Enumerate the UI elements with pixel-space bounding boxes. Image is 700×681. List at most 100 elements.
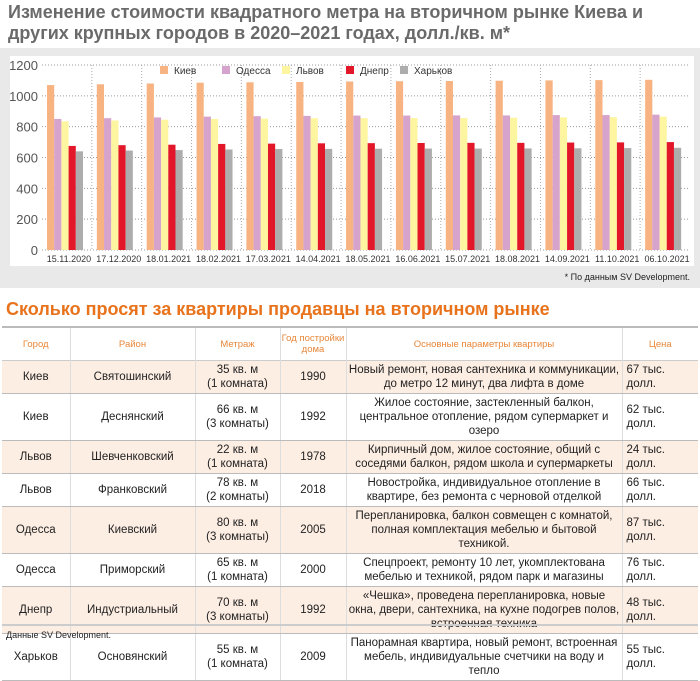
bar-Харьков	[325, 148, 333, 250]
legend-label: Киев	[174, 66, 196, 77]
legend-swatch	[346, 66, 354, 74]
bar-Харьков	[624, 148, 632, 250]
bar-Киев	[346, 81, 354, 250]
bar-Львов	[310, 118, 318, 250]
bar-Одесса	[104, 118, 112, 250]
bar-Киев	[47, 85, 55, 250]
table-row: Одесса Приморский 65 кв. м (1 комната) 20…	[2, 553, 698, 587]
column-header: Год постройки дома	[280, 327, 347, 361]
district-cell: Киевский	[70, 506, 196, 554]
bar-Днепр	[666, 142, 674, 250]
rooms-value: (3 комнаты)	[206, 418, 269, 430]
price-cell: 24 тыс. долл.	[622, 440, 698, 474]
bar-Днепр	[517, 142, 525, 250]
chart-footnote: * По данным SV Development.	[564, 272, 690, 282]
city-cell: Харьков	[2, 633, 71, 681]
params-cell: Кирпичный дом, жилое состояние, общий с …	[346, 440, 623, 474]
bar-Одесса	[353, 115, 361, 250]
bar-Днепр	[567, 142, 575, 250]
city-cell: Киев	[2, 360, 71, 394]
area-value: 55 кв. м	[216, 644, 259, 656]
y-tick-label: 400	[16, 181, 38, 196]
bar-Одесса	[203, 116, 211, 250]
bar-Львов	[460, 118, 468, 251]
city-cell: Львов	[2, 440, 71, 474]
table-row: Днепр Индустриальный 70 кв. м (3 комнаты)…	[2, 586, 698, 634]
district-cell: Франковский	[70, 473, 196, 507]
price-cell: 48 тыс. долл.	[622, 586, 698, 634]
area-value: 65 кв. м	[216, 557, 259, 569]
year-cell: 1990	[280, 360, 347, 394]
params-cell: Новый ремонт, новая сантехника и коммуни…	[346, 360, 623, 394]
bar-Киев	[146, 83, 154, 250]
params-cell: Жилое состояние, застекленный балкон, це…	[346, 393, 623, 441]
table-row: Львов Шевченковский 22 кв. м (1 комната) …	[2, 440, 698, 474]
area-cell: 66 кв. м (3 комнаты)	[195, 393, 281, 441]
x-tick-label: 14.09.2021	[545, 254, 590, 264]
rooms-value: (1 комната)	[207, 658, 268, 670]
bar-Львов	[161, 119, 169, 251]
x-tick-label: 11.10.2021	[595, 254, 639, 264]
params-cell: Спецпроект, ремонту 10 лет, укомплектова…	[346, 553, 623, 587]
bar-Львов	[410, 118, 418, 251]
bar-Киев	[495, 80, 503, 250]
bar-Одесса	[303, 115, 311, 250]
bar-Днепр	[68, 145, 76, 250]
bar-Одесса	[452, 115, 461, 250]
bar-Львов	[609, 117, 617, 250]
area-value: 66 кв. м	[216, 404, 259, 416]
bar-Харьков	[75, 151, 83, 250]
bar-Львов	[559, 117, 568, 251]
bar-Львов	[111, 120, 119, 250]
price-cell: 87 тыс. долл.	[622, 506, 698, 554]
price-cell: 66 тыс. долл.	[622, 473, 698, 507]
x-tick-label: 06.10.2021	[645, 254, 690, 264]
price-cell: 55 тыс. долл.	[622, 633, 698, 681]
bar-Харьков	[374, 148, 383, 250]
table-source: Данные SV Development.	[6, 630, 112, 640]
area-cell: 80 кв. м (3 комнаты)	[195, 506, 281, 554]
bar-Харьков	[424, 148, 432, 250]
params-cell: Перепланировка, балкон совмещен с комнат…	[346, 506, 623, 554]
city-cell: Одесса	[2, 553, 71, 587]
bar-Киев	[96, 84, 105, 250]
table-row: Киев Деснянский 66 кв. м (3 комнаты) 1992…	[2, 393, 698, 441]
bar-Днепр	[267, 143, 276, 250]
bar-chart: 0 200 400 600 800 1000 1200 15.11.2020 17.12.202…	[9, 56, 694, 266]
x-tick-label: 18.01.2021	[146, 254, 191, 264]
column-header: Район	[70, 327, 196, 361]
legend-label: Харьков	[414, 66, 452, 77]
y-tick-label: 600	[16, 151, 38, 166]
area-value: 80 кв. м	[216, 517, 259, 529]
bar-Львов	[659, 116, 667, 250]
bar-Киев	[395, 81, 404, 250]
bar-Киев	[545, 80, 553, 250]
legend-label: Одесса	[236, 66, 271, 77]
year-cell: 2000	[280, 553, 347, 587]
bar-Киев	[595, 80, 603, 250]
legend-label: Днепр	[360, 66, 389, 77]
bar-Днепр	[467, 142, 475, 250]
bar-Одесса	[552, 115, 560, 251]
params-cell: Новостройка, индивидуальное отопление в …	[346, 473, 623, 507]
x-tick-label: 14.04.2021	[296, 254, 341, 264]
price-cell: 67 тыс. долл.	[622, 360, 698, 394]
x-tick-label: 15.07.2021	[445, 254, 490, 264]
params-cell: Панорамная квартира, новый ремонт, встро…	[346, 633, 623, 681]
area-cell: 78 кв. м (2 комнаты)	[195, 473, 281, 507]
bar-Одесса	[652, 114, 660, 251]
district-cell: Шевченковский	[70, 440, 196, 474]
y-tick-label: 1200	[9, 58, 38, 73]
area-value: 78 кв. м	[216, 477, 259, 489]
bar-Днепр	[317, 143, 326, 250]
column-header: Город	[2, 327, 71, 361]
city-cell: Львов	[2, 473, 71, 507]
y-tick-label: 0	[31, 243, 38, 258]
bar-Киев	[296, 81, 304, 250]
bar-Харьков	[524, 148, 532, 250]
table-row: Одесса Киевский 80 кв. м (3 комнаты) 2005…	[2, 506, 698, 554]
district-cell: Святошинский	[70, 360, 196, 394]
bar-Днепр	[616, 142, 625, 250]
chart-title: Изменение стоимости квадратного метра на…	[8, 2, 644, 43]
bar-Харьков	[175, 150, 183, 250]
